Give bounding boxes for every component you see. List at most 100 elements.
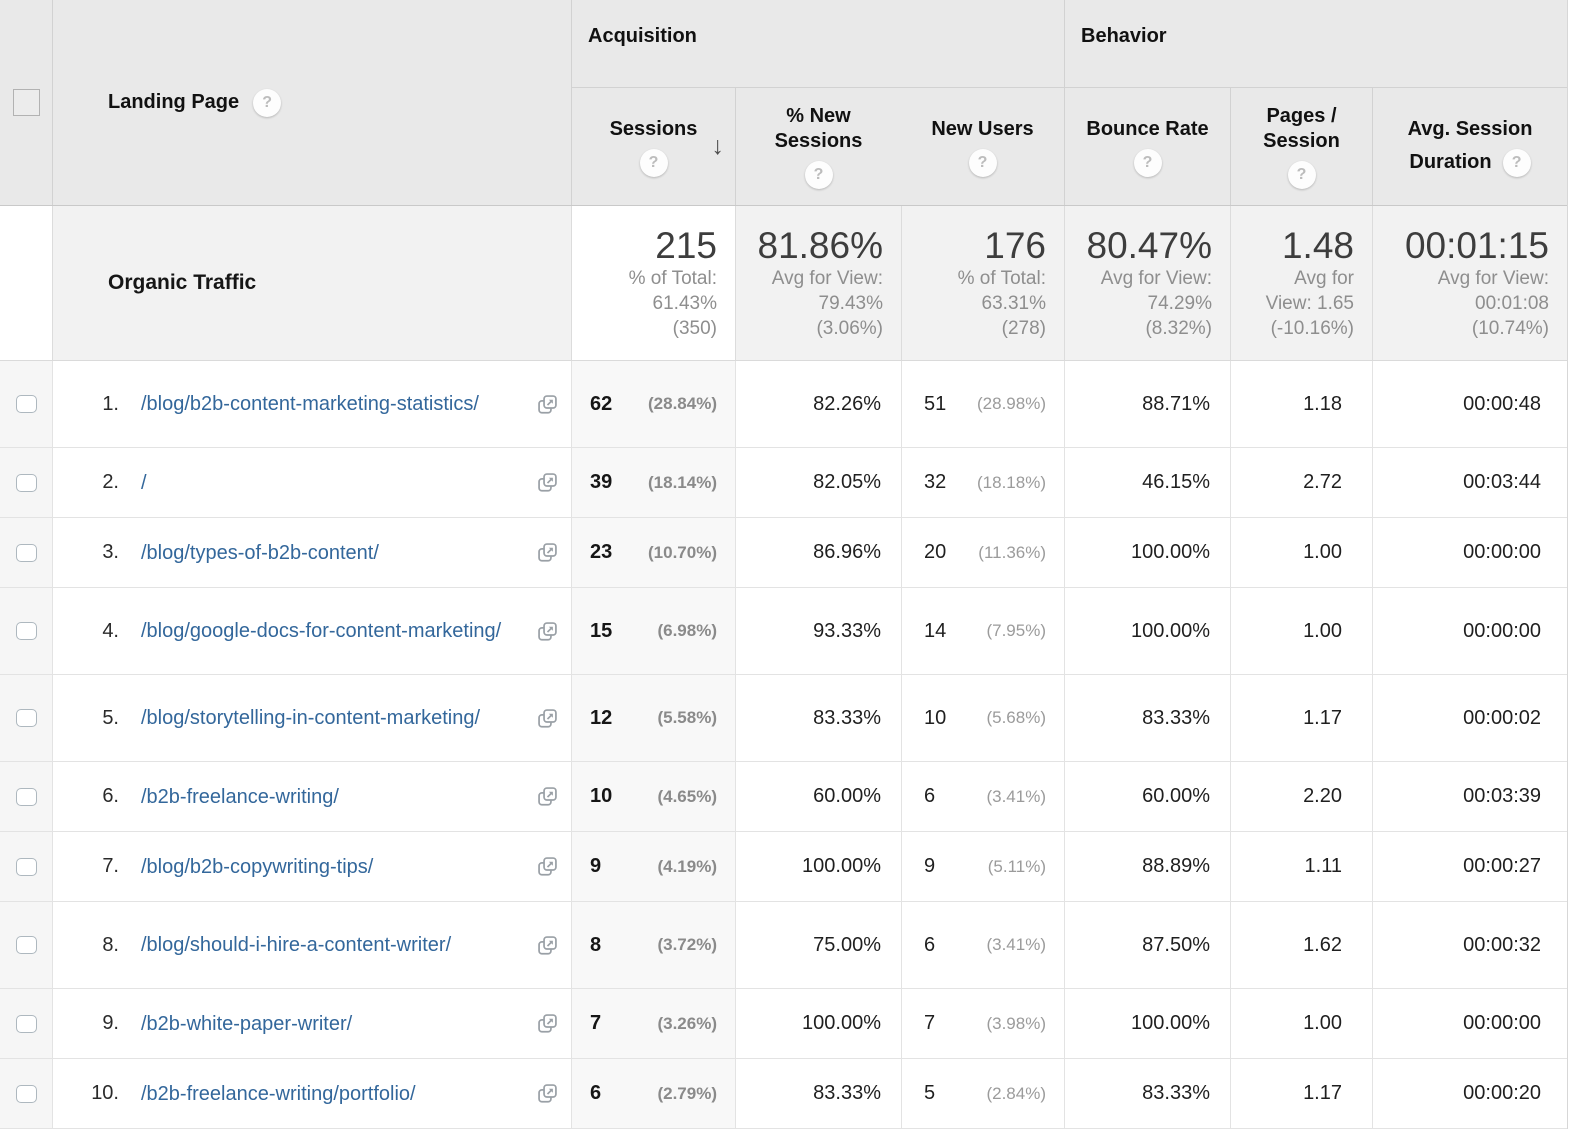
sessions-percent: (4.19%) bbox=[657, 856, 717, 876]
table-row: 7. /blog/b2b-copywriting-tips/ 9 (4.19%)… bbox=[0, 832, 1567, 902]
row-index: 7. bbox=[102, 855, 119, 877]
row-checkbox[interactable] bbox=[15, 1084, 37, 1103]
help-icon[interactable]: ? bbox=[639, 148, 668, 177]
bounce-rate-value: 100.00% bbox=[1131, 541, 1210, 563]
new-users-value: 6 bbox=[924, 933, 936, 956]
open-in-new-icon[interactable] bbox=[536, 471, 559, 494]
new-users-value: 9 bbox=[924, 855, 936, 877]
help-icon[interactable]: ? bbox=[804, 161, 833, 189]
avg-duration-value: 00:00:02 bbox=[1463, 706, 1541, 729]
sessions-percent: (3.72%) bbox=[657, 935, 717, 954]
summary-avg-duration-value: 00:01:15 bbox=[1404, 224, 1549, 266]
column-header-bounce-rate[interactable]: Bounce Rate ? bbox=[1064, 88, 1230, 205]
sessions-percent: (5.58%) bbox=[657, 708, 717, 727]
column-header-sessions[interactable]: Sessions ? ↓ bbox=[571, 88, 735, 205]
avg-duration-value: 00:00:00 bbox=[1463, 619, 1541, 642]
landing-page-link[interactable]: /blog/types-of-b2b-content/ bbox=[141, 541, 379, 564]
new-users-value: 5 bbox=[924, 1082, 936, 1104]
pages-session-value: 1.00 bbox=[1303, 541, 1342, 563]
row-checkbox[interactable] bbox=[15, 543, 37, 562]
bounce-rate-value: 88.71% bbox=[1142, 392, 1210, 415]
pages-session-value: 1.17 bbox=[1303, 706, 1342, 729]
open-in-new-icon[interactable] bbox=[536, 541, 559, 564]
open-in-new-icon[interactable] bbox=[536, 934, 559, 957]
new-users-percent: (7.95%) bbox=[986, 621, 1046, 640]
help-icon[interactable]: ? bbox=[968, 148, 997, 177]
header-checkbox-cell bbox=[0, 0, 52, 205]
help-icon[interactable]: ? bbox=[1133, 148, 1162, 177]
column-header-pages-session[interactable]: Pages / Session ? bbox=[1230, 88, 1372, 205]
landing-page-link[interactable]: /b2b-freelance-writing/ bbox=[141, 785, 339, 808]
table-row: 1. /blog/b2b-content-marketing-statistic… bbox=[0, 361, 1567, 448]
row-checkbox[interactable] bbox=[15, 857, 37, 876]
open-in-new-icon[interactable] bbox=[536, 785, 559, 808]
help-icon[interactable]: ? bbox=[1502, 148, 1531, 177]
summary-segment-label: Organic Traffic bbox=[52, 206, 571, 360]
bounce-rate-value: 87.50% bbox=[1142, 933, 1210, 956]
pages-session-value: 2.72 bbox=[1303, 471, 1342, 493]
group-header-acquisition: Acquisition bbox=[571, 0, 1064, 88]
help-icon[interactable]: ? bbox=[253, 88, 282, 117]
select-all-checkbox[interactable] bbox=[12, 89, 40, 116]
table-row: 9. /b2b-white-paper-writer/ 7 (3.26%) 10… bbox=[0, 989, 1567, 1059]
row-checkbox[interactable] bbox=[15, 1014, 37, 1033]
open-in-new-icon[interactable] bbox=[536, 1012, 559, 1035]
open-in-new-icon[interactable] bbox=[536, 707, 559, 730]
new-users-value: 6 bbox=[924, 785, 936, 807]
row-checkbox[interactable] bbox=[15, 473, 37, 492]
landing-page-link[interactable]: /b2b-freelance-writing/portfolio/ bbox=[141, 1082, 416, 1105]
row-checkbox[interactable] bbox=[15, 787, 37, 806]
summary-bounce-rate-sub: Avg for View: 74.29% (8.32%) bbox=[1100, 268, 1212, 339]
sessions-value: 6 bbox=[590, 1082, 602, 1104]
row-index: 1. bbox=[102, 392, 119, 415]
row-checkbox[interactable] bbox=[15, 936, 37, 954]
open-in-new-icon[interactable] bbox=[536, 620, 559, 643]
new-users-header-label: New Users bbox=[931, 117, 1034, 140]
landing-page-link[interactable]: /b2b-white-paper-writer/ bbox=[141, 1012, 353, 1035]
open-in-new-icon[interactable] bbox=[536, 1082, 559, 1105]
avg-duration-value: 00:00:20 bbox=[1463, 1082, 1541, 1104]
summary-row: Organic Traffic 215 % of Total: 61.43% (… bbox=[0, 206, 1567, 361]
open-in-new-icon[interactable] bbox=[536, 855, 559, 878]
row-checkbox[interactable] bbox=[15, 395, 37, 413]
table-row: 10. /b2b-freelance-writing/portfolio/ 6 … bbox=[0, 1059, 1567, 1129]
new-sessions-value: 82.26% bbox=[813, 392, 881, 415]
open-in-new-icon[interactable] bbox=[536, 393, 559, 416]
table-header: Landing Page ? Acquisition Behavior Sess… bbox=[0, 0, 1567, 206]
sessions-percent: (6.98%) bbox=[657, 621, 717, 640]
table-row: 5. /blog/storytelling-in-content-marketi… bbox=[0, 675, 1567, 762]
new-sessions-value: 100.00% bbox=[802, 855, 881, 877]
column-header-avg-session-duration[interactable]: Avg. Session Duration ? bbox=[1372, 88, 1567, 205]
landing-page-link[interactable]: /blog/storytelling-in-content-marketing/ bbox=[141, 707, 481, 729]
landing-page-link[interactable]: / bbox=[141, 471, 147, 494]
summary-pages-session: 1.48 Avg for View: 1.65 (-10.16%) bbox=[1230, 206, 1372, 360]
landing-page-link[interactable]: /blog/should-i-hire-a-content-writer/ bbox=[141, 934, 452, 956]
summary-sessions-sub: % of Total: 61.43% (350) bbox=[628, 268, 717, 339]
new-users-percent: (3.98%) bbox=[986, 1013, 1046, 1033]
column-header-new-users[interactable]: New Users ? bbox=[901, 88, 1064, 205]
new-sessions-value: 60.00% bbox=[813, 785, 881, 807]
new-sessions-value: 93.33% bbox=[813, 619, 881, 642]
landing-page-link[interactable]: /blog/google-docs-for-content-marketing/ bbox=[141, 620, 502, 642]
summary-new-users-sub: % of Total: 63.31% (278) bbox=[957, 268, 1046, 339]
new-users-value: 51 bbox=[924, 392, 947, 415]
summary-sessions-value: 215 bbox=[655, 224, 717, 266]
row-index: 10. bbox=[91, 1082, 119, 1104]
new-users-percent: (3.41%) bbox=[986, 786, 1046, 806]
pages-session-value: 1.17 bbox=[1303, 1082, 1342, 1104]
help-icon[interactable]: ? bbox=[1287, 161, 1316, 189]
pages-session-value: 1.00 bbox=[1303, 1012, 1342, 1034]
table-row: 6. /b2b-freelance-writing/ 10 (4.65%) 60… bbox=[0, 762, 1567, 832]
column-header-landing-page[interactable]: Landing Page ? bbox=[52, 0, 571, 205]
avg-duration-value: 00:00:27 bbox=[1463, 855, 1541, 877]
summary-avg-duration: 00:01:15 Avg for View: 00:01:08 (10.74%) bbox=[1372, 206, 1567, 360]
sessions-value: 9 bbox=[590, 855, 602, 877]
sessions-value: 62 bbox=[590, 392, 613, 415]
landing-page-link[interactable]: /blog/b2b-content-marketing-statistics/ bbox=[141, 393, 479, 415]
landing-page-link[interactable]: /blog/b2b-copywriting-tips/ bbox=[141, 855, 374, 878]
row-checkbox[interactable] bbox=[15, 709, 37, 727]
column-header-new-sessions[interactable]: % New Sessions ? bbox=[735, 88, 901, 205]
sessions-value: 15 bbox=[590, 619, 613, 642]
row-checkbox[interactable] bbox=[15, 622, 37, 640]
sessions-value: 23 bbox=[590, 541, 613, 563]
